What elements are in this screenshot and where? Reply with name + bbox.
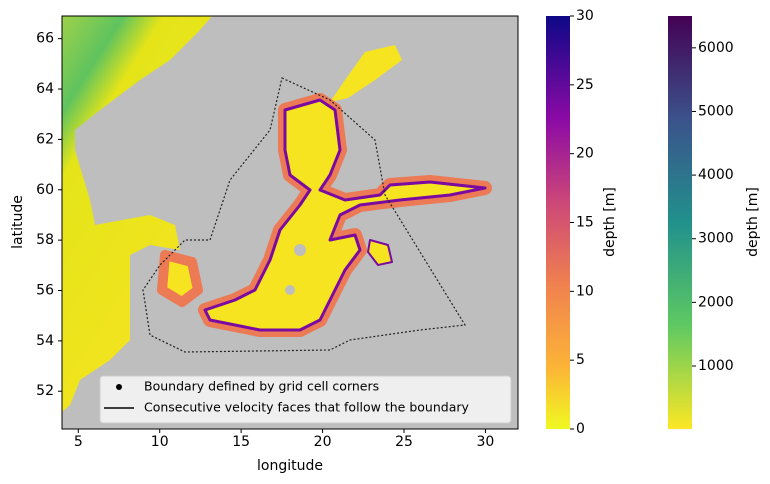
colorbar-tick-label: 25 <box>576 77 594 93</box>
colorbar-tick-label: 30 <box>576 8 594 24</box>
map <box>62 16 518 429</box>
x-tick-label: 25 <box>395 434 413 450</box>
colorbar-tick-label: 6000 <box>698 40 734 56</box>
colorbar <box>668 16 692 429</box>
y-tick-label: 66 <box>36 31 54 47</box>
colorbar-tick-label: 5000 <box>698 103 734 119</box>
y-tick-label: 64 <box>36 81 54 97</box>
colorbar-tick-label: 3000 <box>698 231 734 247</box>
colorbar-label: depth [m] <box>745 187 761 257</box>
colorbar-tick-label: 1000 <box>698 358 734 374</box>
legend-entry: Boundary defined by grid cell corners <box>144 379 379 394</box>
colorbar-tick-label: 4000 <box>698 167 734 183</box>
y-tick-label: 58 <box>36 232 54 248</box>
axes-frame <box>61 15 519 430</box>
boundary <box>142 77 467 353</box>
x-tick-label: 10 <box>151 434 169 450</box>
x-tick-label: 5 <box>74 434 83 450</box>
colorbar-tick-label: 10 <box>576 283 594 299</box>
legend: Boundary defined by grid cell corners Co… <box>99 375 512 424</box>
x-axis-label: longitude <box>257 458 323 474</box>
y-tick-label: 62 <box>36 131 54 147</box>
baltic <box>157 93 492 337</box>
x-tick-label: 30 <box>477 434 495 450</box>
colorbar-label: depth [m] <box>602 187 618 257</box>
north-sea <box>62 16 212 412</box>
y-axis-label: latitude <box>10 195 26 249</box>
y-tick-label: 56 <box>36 282 54 298</box>
colorbar-tick-label: 5 <box>576 352 585 368</box>
legend-entry: Consecutive velocity faces that follow t… <box>144 400 470 415</box>
x-tick-label: 20 <box>314 434 332 450</box>
y-tick-label: 60 <box>36 182 54 198</box>
x-tick-label: 15 <box>232 434 250 450</box>
colorbar <box>546 16 570 429</box>
colorbar-tick-label: 20 <box>576 146 594 162</box>
y-tick-label: 52 <box>36 383 54 399</box>
y-tick-label: 54 <box>36 333 54 349</box>
colorbar-tick-label: 0 <box>576 421 585 437</box>
bothnian-bay <box>330 45 402 102</box>
colorbar-tick-label: 2000 <box>698 294 734 310</box>
colorbar-tick-label: 15 <box>576 215 594 231</box>
